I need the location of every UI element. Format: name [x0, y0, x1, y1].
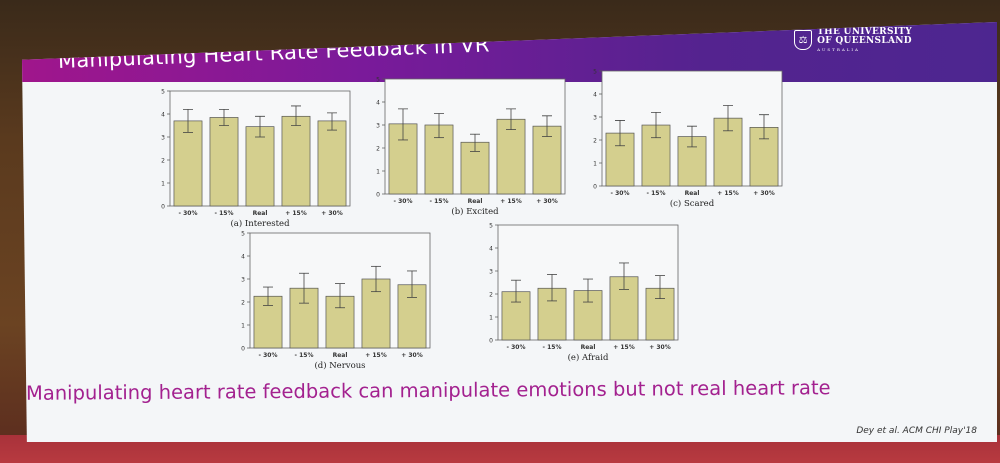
- chart-caption: (a) Interested: [230, 218, 290, 229]
- y-tick-label: 2: [593, 138, 597, 145]
- y-tick-label: 2: [241, 300, 245, 307]
- x-tick-label: - 30%: [611, 190, 630, 197]
- x-tick-label: - 15%: [543, 344, 562, 351]
- title-bar: Manipulating Heart Rate Feedback in VR ⚖…: [22, 22, 997, 82]
- chart-svg: 0 1 2 3 4 5 - 30% - 15% Real + 15% + 30% (a) Intere…: [161, 89, 351, 229]
- bar: [460, 141, 490, 195]
- chart-scared: 0 1 2 3 4 5 - 30% - 15% Real + 15% + 30% (c) Scared: [582, 66, 787, 225]
- y-tick-label: 5: [593, 69, 597, 76]
- bar: [281, 115, 311, 207]
- y-tick-label: 3: [161, 135, 165, 142]
- x-tick-label: - 15%: [430, 198, 449, 205]
- chart-svg: 0 1 2 3 4 5 - 30% - 15% Real + 15% + 30% (c) Scared: [593, 69, 783, 209]
- y-tick-label: 3: [241, 277, 245, 284]
- chart-caption: (d) Nervous: [314, 360, 365, 371]
- logo-line-1: THE UNIVERSITY: [817, 27, 912, 37]
- chart-caption: (b) Excited: [451, 206, 499, 217]
- y-tick-label: 1: [376, 169, 380, 176]
- x-tick-label: + 15%: [285, 210, 306, 217]
- conclusion-text: Manipulating heart rate feedback can man…: [25, 376, 831, 405]
- x-tick-label: Real: [468, 198, 483, 205]
- y-tick-label: 5: [161, 89, 165, 96]
- bar: [173, 120, 203, 207]
- chart-caption: (c) Scared: [670, 198, 715, 209]
- x-tick-label: + 15%: [717, 190, 738, 197]
- y-tick-label: 4: [376, 100, 380, 107]
- chart-excited: 0 1 2 3 4 5 - 30% - 15% Real + 15% + 30% (b) Excite…: [365, 74, 570, 233]
- y-tick-label: 2: [376, 146, 380, 153]
- chart-nervous: 0 1 2 3 4 5 - 30% - 15% Real + 15% + 30% (d) Nervou…: [230, 228, 435, 387]
- x-tick-label: + 30%: [753, 190, 774, 197]
- x-tick-label: Real: [333, 352, 348, 359]
- y-tick-label: 1: [161, 181, 165, 188]
- chart-svg: 0 1 2 3 4 5 - 30% - 15% Real + 15% + 30% (e) Afraid: [489, 223, 679, 363]
- y-tick-label: 3: [376, 123, 380, 130]
- bar: [496, 118, 526, 195]
- y-tick-label: 3: [489, 269, 493, 276]
- bar: [317, 120, 347, 207]
- logo-line-2: OF QUEENSLAND: [817, 36, 912, 46]
- x-tick-label: - 15%: [647, 190, 666, 197]
- y-tick-label: 0: [593, 184, 597, 191]
- chart-caption: (e) Afraid: [568, 352, 609, 363]
- x-tick-label: + 15%: [365, 352, 386, 359]
- x-tick-label: - 15%: [215, 210, 234, 217]
- projector-screen: Manipulating Heart Rate Feedback in VR ⚖…: [22, 22, 997, 442]
- chart-svg: 0 1 2 3 4 5 - 30% - 15% Real + 15% + 30% (d) Nervou…: [241, 231, 431, 371]
- x-tick-label: - 30%: [394, 198, 413, 205]
- logo-line-3: AUSTRALIA: [817, 47, 860, 52]
- y-tick-label: 4: [241, 254, 245, 261]
- x-tick-label: + 30%: [649, 344, 670, 351]
- y-tick-label: 4: [489, 246, 493, 253]
- bar: [245, 126, 275, 207]
- y-tick-label: 5: [489, 223, 493, 230]
- chart-interested: 0 1 2 3 4 5 - 30% - 15% Real + 15% + 30% (a) Intere…: [150, 86, 355, 245]
- y-tick-label: 2: [489, 292, 493, 299]
- y-tick-label: 1: [241, 323, 245, 330]
- y-tick-label: 5: [241, 231, 245, 238]
- y-tick-label: 5: [376, 77, 380, 84]
- x-tick-label: + 30%: [321, 210, 342, 217]
- y-tick-label: 4: [593, 92, 597, 99]
- university-logo: ⚖ THE UNIVERSITY OF QUEENSLAND AUSTRALIA: [794, 28, 912, 52]
- y-tick-label: 0: [161, 204, 165, 211]
- x-tick-label: + 30%: [401, 352, 422, 359]
- x-tick-label: - 30%: [507, 344, 526, 351]
- citation: Dey et al. ACM CHI Play'18: [856, 426, 977, 436]
- x-tick-label: + 15%: [500, 198, 521, 205]
- x-tick-label: - 30%: [179, 210, 198, 217]
- y-tick-label: 2: [161, 158, 165, 165]
- chart-afraid: 0 1 2 3 4 5 - 30% - 15% Real + 15% + 30% (e) Afraid: [478, 220, 683, 379]
- y-tick-label: 0: [489, 338, 493, 345]
- x-tick-label: Real: [581, 344, 596, 351]
- x-tick-label: Real: [253, 210, 268, 217]
- crest-icon: ⚖: [794, 30, 813, 50]
- y-tick-label: 0: [376, 192, 380, 199]
- y-tick-label: 4: [161, 112, 165, 119]
- y-tick-label: 1: [489, 315, 493, 322]
- x-tick-label: + 15%: [613, 344, 634, 351]
- slide-title: Manipulating Heart Rate Feedback in VR: [57, 32, 491, 73]
- y-tick-label: 3: [593, 115, 597, 122]
- y-tick-label: 1: [593, 161, 597, 168]
- x-tick-label: - 30%: [259, 352, 278, 359]
- x-tick-label: Real: [685, 190, 700, 197]
- y-tick-label: 0: [241, 346, 245, 353]
- x-tick-label: + 30%: [536, 198, 557, 205]
- x-tick-label: - 15%: [295, 352, 314, 359]
- bar: [209, 117, 239, 207]
- chart-svg: 0 1 2 3 4 5 - 30% - 15% Real + 15% + 30% (b) Excite…: [376, 77, 566, 217]
